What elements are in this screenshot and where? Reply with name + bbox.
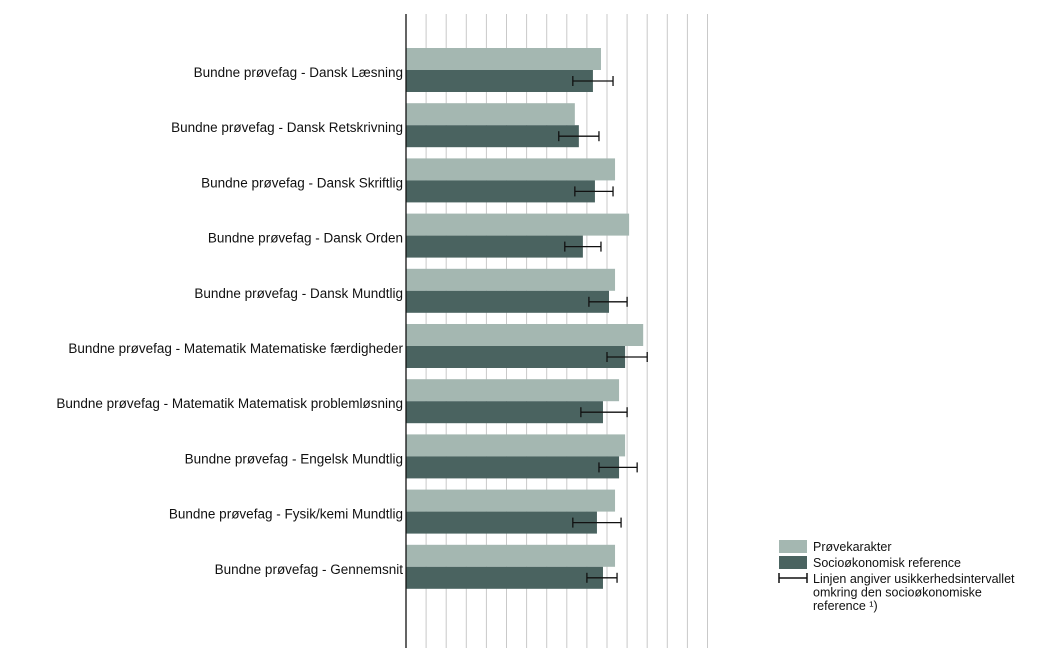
error-bar (586, 572, 618, 583)
bar-socioøkonomisk-reference (406, 566, 603, 589)
bar-provekarakter (406, 379, 620, 402)
category-label: Bundne prøvefag - Dansk Mundtlig (194, 286, 403, 301)
bar-provekarakter (406, 434, 626, 457)
bar-provekarakter (406, 213, 630, 236)
error-bar (598, 462, 638, 473)
bar-provekarakter (406, 48, 601, 70)
bar-provekarakter (406, 268, 616, 291)
bar-socioøkonomisk-reference (406, 346, 626, 368)
bar-socioøkonomisk-reference (406, 290, 610, 313)
legend: Prøvekarakter Socioøkonomisk reference Lin… (778, 540, 1015, 613)
category-label: Bundne prøvefag - Dansk Læsning (194, 65, 403, 80)
category-label: Bundne prøvefag - Gennemsnit (215, 562, 404, 577)
bar-provekarakter (406, 544, 616, 567)
error-bar (580, 407, 628, 418)
bar-provekarakter (406, 489, 616, 512)
error-bar (606, 352, 648, 362)
bar-socioøkonomisk-reference (406, 125, 579, 148)
legend-label: reference ¹) (813, 599, 878, 613)
legend-label: Prøvekarakter (813, 540, 892, 554)
category-label: Bundne prøvefag - Matematik Matematisk p… (56, 396, 403, 411)
bar-socioøkonomisk-reference (406, 235, 583, 258)
error-bar (588, 296, 628, 307)
category-labels: Bundne prøvefag - Dansk Læsning Bundne pr… (56, 65, 403, 577)
category-label: Bundne prøvefag - Dansk Skriftlig (201, 175, 403, 190)
bar-socioøkonomisk-reference (406, 511, 597, 534)
error-bar (564, 241, 602, 252)
legend-swatch (779, 540, 807, 553)
bars (406, 48, 648, 589)
bar-provekarakter (406, 158, 616, 181)
legend-errorbar-icon (778, 573, 808, 583)
bar-socioøkonomisk-reference (406, 180, 595, 203)
category-label: Bundne prøvefag - Dansk Orden (208, 231, 403, 246)
bar-socioøkonomisk-reference (406, 70, 593, 92)
error-bar (558, 131, 600, 142)
legend-label: omkring den socioøkonomiske (813, 586, 982, 600)
error-bar (572, 517, 622, 528)
bar-provekarakter (406, 324, 644, 346)
legend-label: Linjen angiver usikkerhedsintervallet (813, 572, 1015, 586)
category-label: Bundne prøvefag - Matematik Matematiske … (68, 341, 403, 356)
error-bar (572, 76, 614, 86)
bar-provekarakter (406, 103, 575, 126)
category-label: Bundne prøvefag - Dansk Retskrivning (171, 120, 403, 135)
legend-swatch (779, 556, 807, 569)
bar-socioøkonomisk-reference (406, 401, 603, 424)
legend-label: Socioøkonomisk reference (813, 556, 961, 570)
bar-socioøkonomisk-reference (406, 456, 620, 479)
category-label: Bundne prøvefag - Fysik/kemi Mundtlig (169, 507, 403, 522)
error-bar (574, 186, 614, 197)
category-label: Bundne prøvefag - Engelsk Mundtlig (185, 451, 403, 466)
